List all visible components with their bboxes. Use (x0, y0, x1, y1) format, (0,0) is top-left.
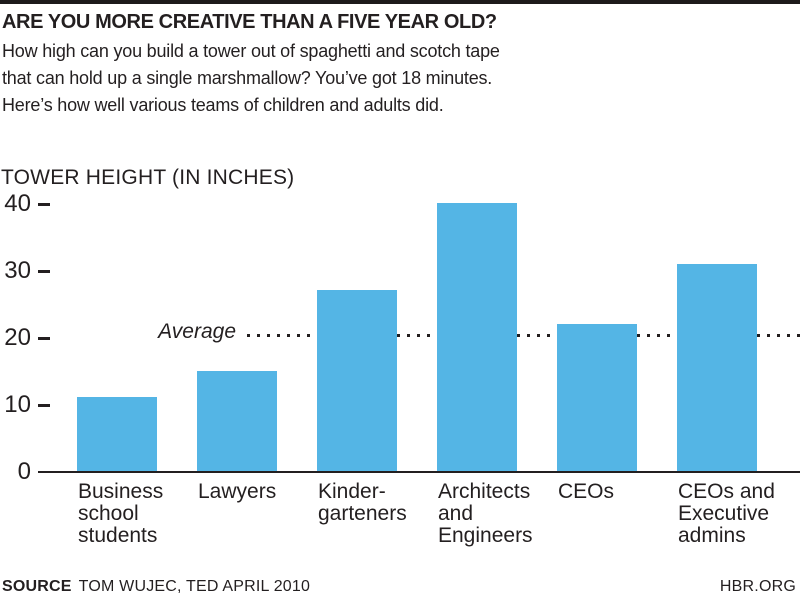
category-label-4: CEOs (558, 481, 614, 503)
category-label-line: CEOs and (678, 480, 775, 503)
page-subtitle: How high can you build a tower out of sp… (2, 38, 500, 119)
subtitle-line: How high can you build a tower out of sp… (2, 41, 500, 61)
page-title: ARE YOU MORE CREATIVE THAN A FIVE YEAR O… (2, 11, 497, 33)
category-label-line: Engineers (438, 524, 533, 547)
y-tick-label: 30 (4, 257, 31, 284)
category-label-1: Lawyers (198, 481, 276, 503)
top-rule (0, 0, 800, 4)
category-label-line: admins (678, 524, 746, 547)
average-dotted-line (247, 334, 800, 337)
subtitle-line: that can hold up a single marshmallow? Y… (2, 68, 493, 88)
category-label-line: Lawyers (198, 480, 277, 503)
y-tick-mark (38, 404, 50, 407)
bar-5 (677, 264, 757, 471)
x-axis-line (38, 471, 800, 473)
subtitle-line: Here’s how well various teams of childre… (2, 95, 444, 115)
category-label-line: and (438, 502, 474, 525)
source-text: TOM WUJEC, TED APRIL 2010 (78, 578, 311, 595)
source-label: SOURCE (2, 578, 72, 595)
category-label-line: Kinder- (318, 480, 386, 503)
y-tick-label: 0 (17, 458, 31, 485)
bar-0 (77, 397, 157, 471)
average-label: Average (158, 320, 236, 343)
category-label-line: garteners (318, 502, 407, 525)
bar-3 (437, 203, 517, 471)
y-tick-mark (38, 337, 50, 340)
y-tick-label: 10 (4, 391, 31, 418)
brand-text: HBR.ORG (719, 578, 796, 595)
category-label-line: Executive (678, 502, 770, 525)
category-label-5: CEOs and Executive admins (678, 481, 775, 547)
category-label-line: Business (78, 480, 164, 503)
category-label-line: CEOs (558, 480, 615, 503)
y-axis-title: TOWER HEIGHT (IN INCHES) (1, 166, 295, 189)
y-tick-label: 40 (4, 190, 31, 217)
category-label-line: Architects (438, 480, 531, 503)
category-label-2: Kinder-garteners (318, 481, 407, 525)
y-tick-mark (38, 203, 50, 206)
y-tick-label: 20 (4, 324, 31, 351)
y-tick-mark (38, 270, 50, 273)
bar-2 (317, 290, 397, 471)
category-label-3: Architects and Engineers (438, 481, 533, 547)
bar-4 (557, 324, 637, 471)
category-label-line: school (78, 502, 139, 525)
category-label-0: Business school students (78, 481, 163, 547)
category-label-line: students (78, 524, 158, 547)
source-line: SOURCE TOM WUJEC, TED APRIL 2010 (2, 578, 310, 596)
bar-1 (197, 371, 277, 471)
